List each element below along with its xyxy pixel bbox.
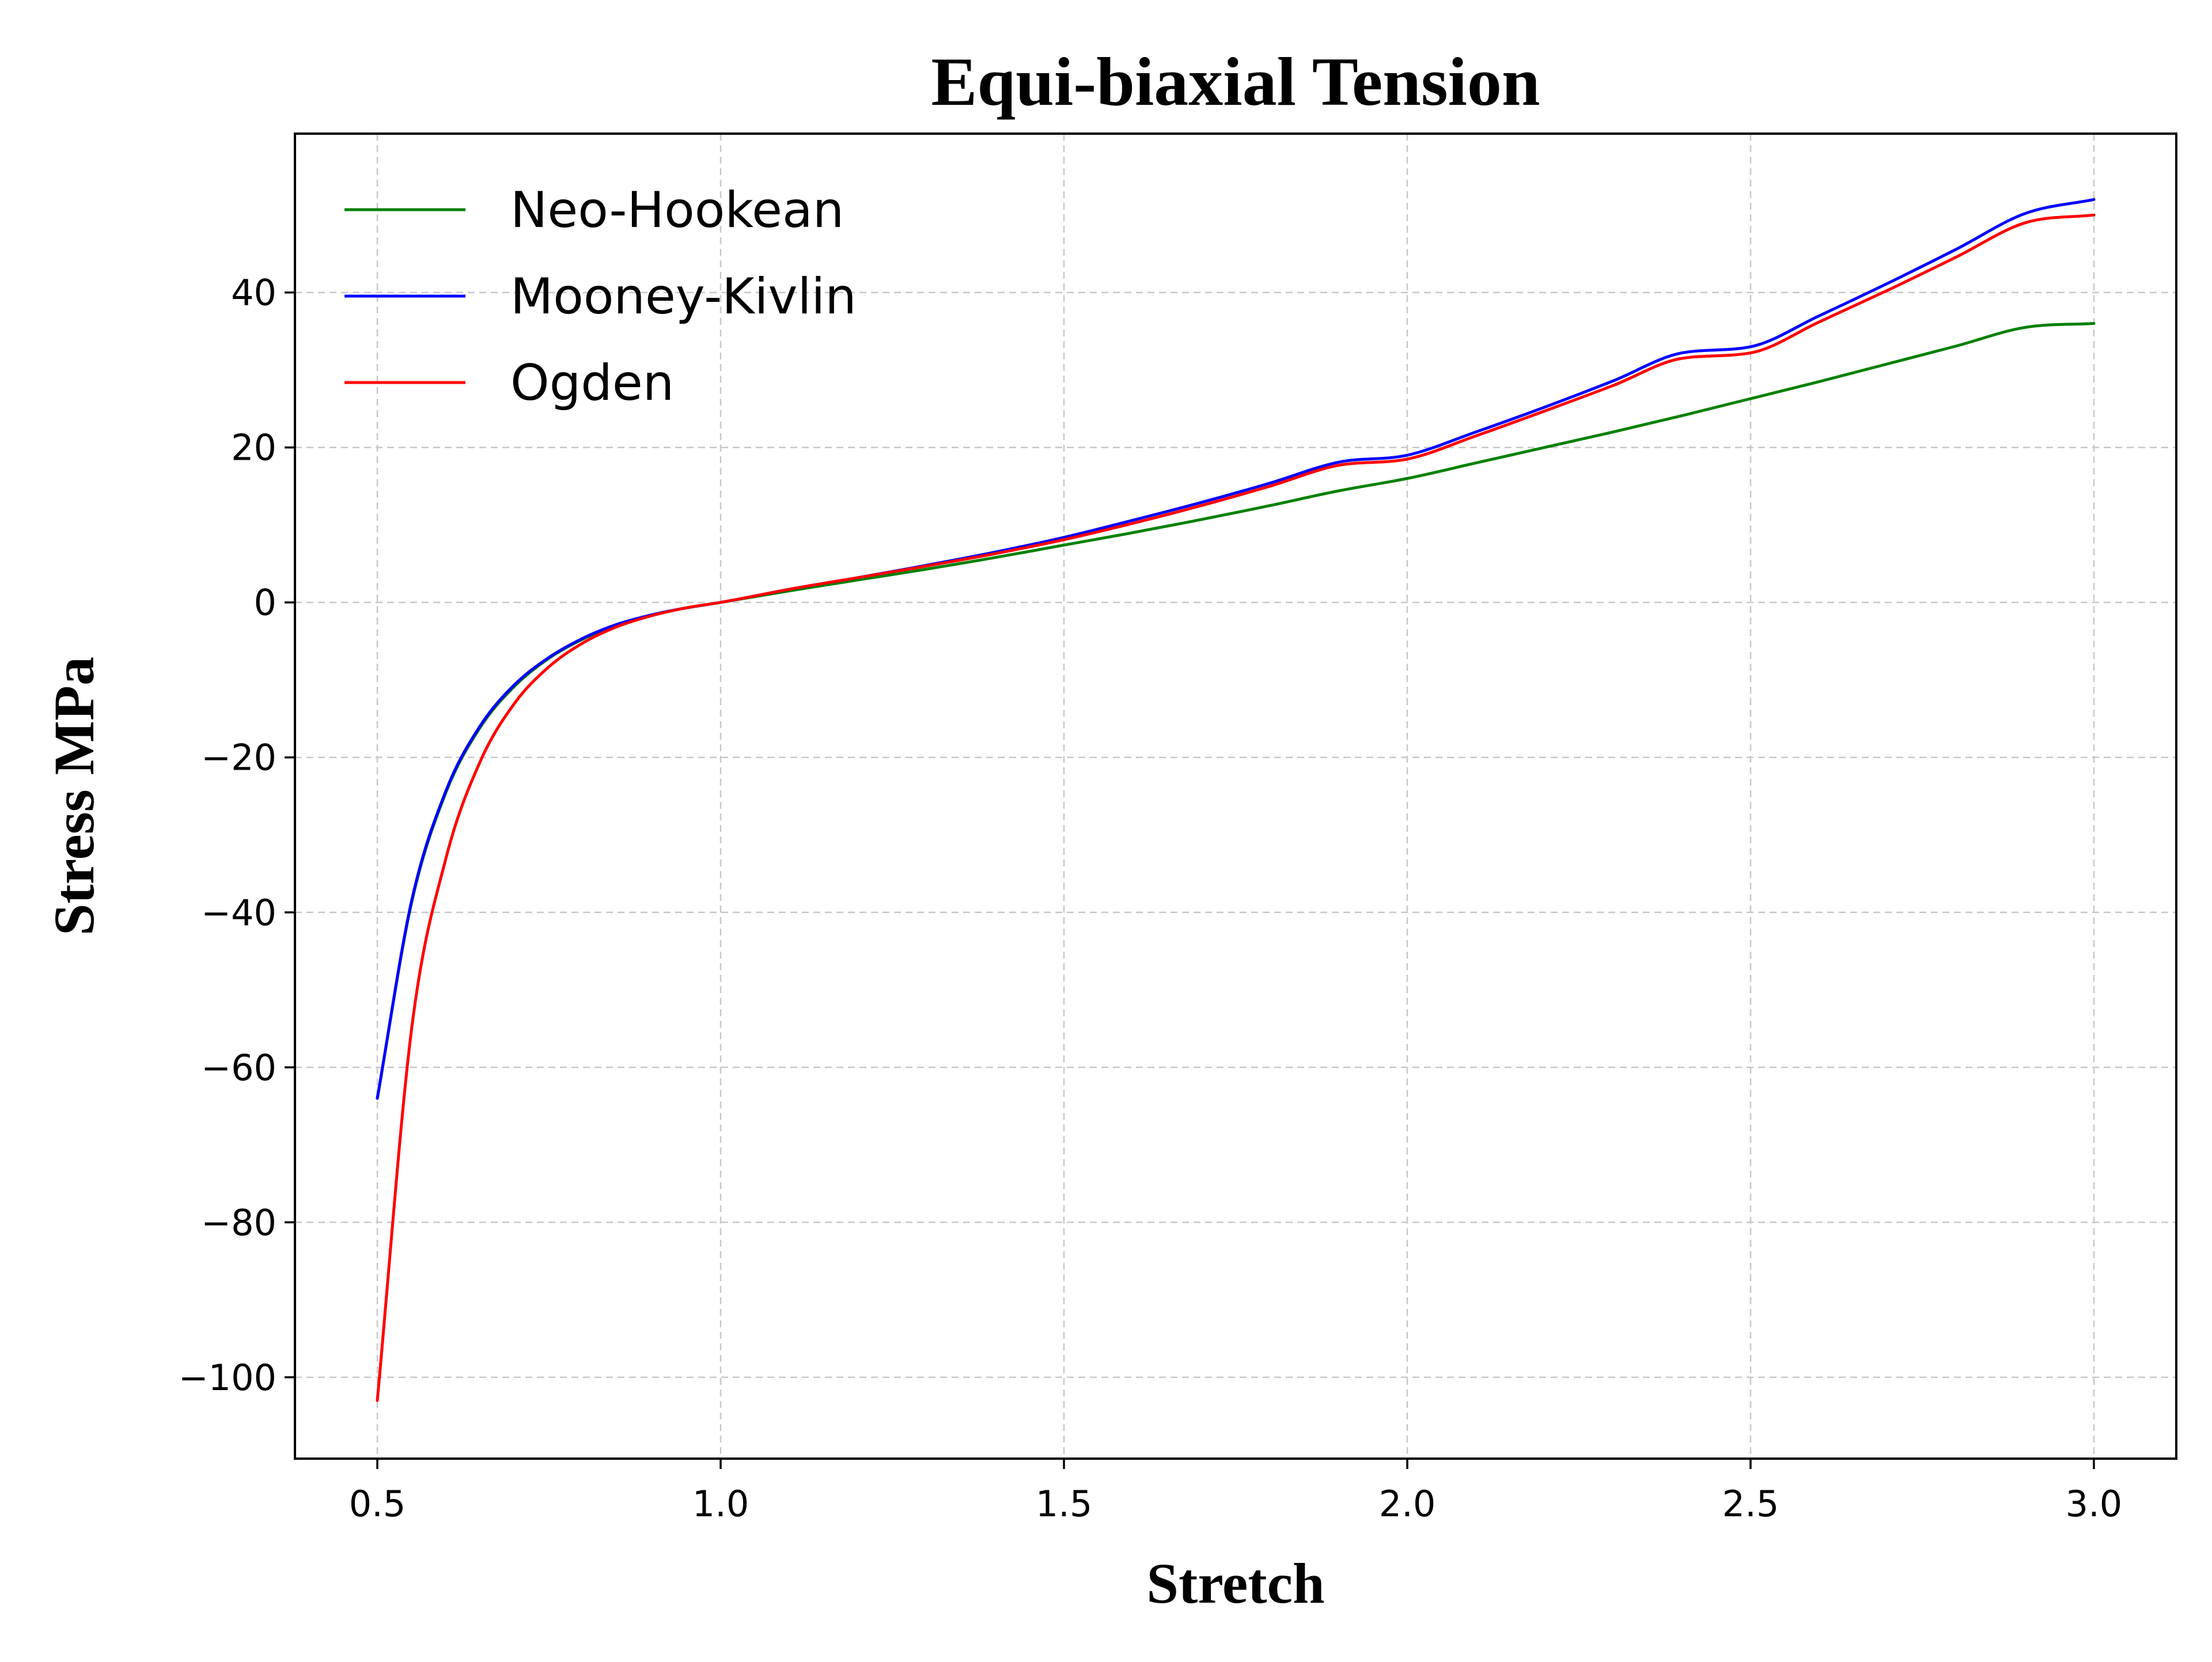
chart-title: Equi-biaxial Tension xyxy=(931,43,1540,120)
x-tick-label: 2.0 xyxy=(1379,1483,1436,1525)
y-tick-label: 0 xyxy=(254,582,276,624)
y-axis: −100 −80 −60 −40 −20 0 20 40 xyxy=(179,272,295,1399)
series-line-mooney-kivlin xyxy=(376,198,2096,1100)
x-tick-label: 1.0 xyxy=(692,1483,749,1525)
legend-label-neo-hookean: Neo-Hookean xyxy=(510,181,844,239)
y-tick-label: −20 xyxy=(201,737,276,779)
y-tick-label: −40 xyxy=(201,892,276,934)
grid xyxy=(295,134,2176,1459)
series-line-ogden xyxy=(376,213,2096,1402)
y-axis-label: Stress MPa xyxy=(42,657,106,936)
y-tick-label: −60 xyxy=(201,1047,276,1089)
series-layer xyxy=(376,198,2096,1402)
legend: Neo-Hookean Mooney-Kivlin Ogden xyxy=(344,181,857,412)
legend-label-ogden: Ogden xyxy=(510,354,674,412)
y-tick-label: 40 xyxy=(231,272,276,314)
y-tick-label: −100 xyxy=(179,1357,276,1399)
plot-frame xyxy=(294,132,2177,1460)
x-tick-label: 3.0 xyxy=(2066,1483,2123,1525)
y-tick-label: −80 xyxy=(201,1202,276,1244)
x-axis-label: Stretch xyxy=(1146,1551,1324,1615)
x-tick-label: 1.5 xyxy=(1036,1483,1093,1525)
legend-label-mooney-kivlin: Mooney-Kivlin xyxy=(510,268,857,325)
y-tick-label: 20 xyxy=(231,427,276,469)
x-tick-label: 2.5 xyxy=(1722,1483,1779,1525)
x-tick-label: 0.5 xyxy=(349,1483,406,1525)
x-axis: 0.5 1.0 1.5 2.0 2.5 3.0 xyxy=(349,1459,2123,1525)
